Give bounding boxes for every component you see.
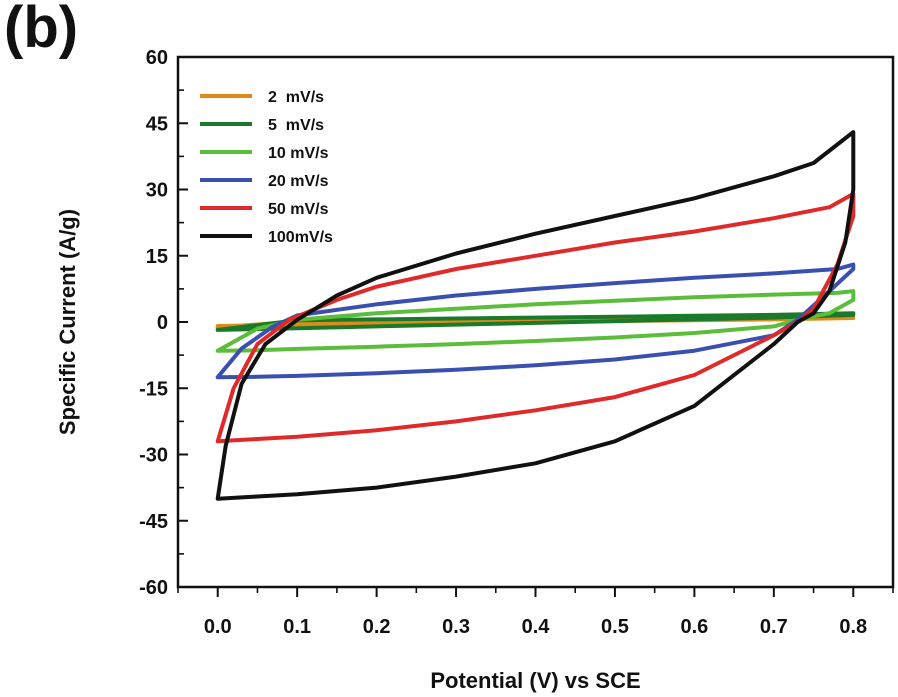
y-tick-label: -60: [139, 577, 168, 599]
series-line-4: [215, 191, 856, 444]
y-tick-label: 45: [146, 113, 168, 135]
legend-label: 20 mV/s: [268, 173, 329, 190]
x-tick-label: 0.7: [760, 616, 788, 638]
legend-label: 5 mV/s: [268, 117, 324, 134]
y-tick-label: 30: [146, 180, 168, 202]
x-axis-title: Potential (V) vs SCE: [430, 668, 640, 693]
legend-label: 2 mV/s: [268, 89, 324, 106]
y-tick-label: -15: [139, 378, 168, 400]
x-tick-label: 0.6: [680, 616, 708, 638]
y-tick-label: 60: [146, 47, 168, 69]
series-line-2: [215, 289, 856, 353]
series-line-1: [215, 311, 856, 332]
panel-label: (b): [4, 0, 79, 60]
series-line-0: [215, 315, 856, 330]
legend: 2 mV/s 5 mV/s 10 mV/s 20 mV/s 50 mV/s 100mV/s: [200, 89, 333, 246]
y-tick-label: 15: [146, 246, 168, 268]
y-axis-title: Specific Current (A/g): [55, 209, 80, 435]
y-tick-label: -30: [139, 445, 168, 467]
series-line-3: [215, 262, 856, 380]
x-tick-label: 0.8: [839, 616, 867, 638]
series-line-5: [215, 130, 856, 501]
x-tick-label: 0.3: [442, 616, 470, 638]
legend-label: 100mV/s: [268, 229, 333, 246]
x-tick-label: 0.0: [204, 616, 232, 638]
y-tick-label: -45: [139, 511, 168, 533]
legend-label: 10 mV/s: [268, 145, 329, 162]
axis-ticks: 60 45 30 15 0 -15 -30 -45 -60 0.0 0.1 0.2 0.3 0.4 0.5 0…: [139, 47, 894, 638]
x-tick-label: 0.2: [363, 616, 391, 638]
x-tick-label: 0.4: [522, 616, 551, 638]
y-tick-label: 0: [157, 312, 168, 334]
legend-label: 50 mV/s: [268, 201, 329, 218]
x-tick-label: 0.5: [601, 616, 629, 638]
x-tick-label: 0.1: [283, 616, 311, 638]
series-group: [215, 130, 856, 501]
